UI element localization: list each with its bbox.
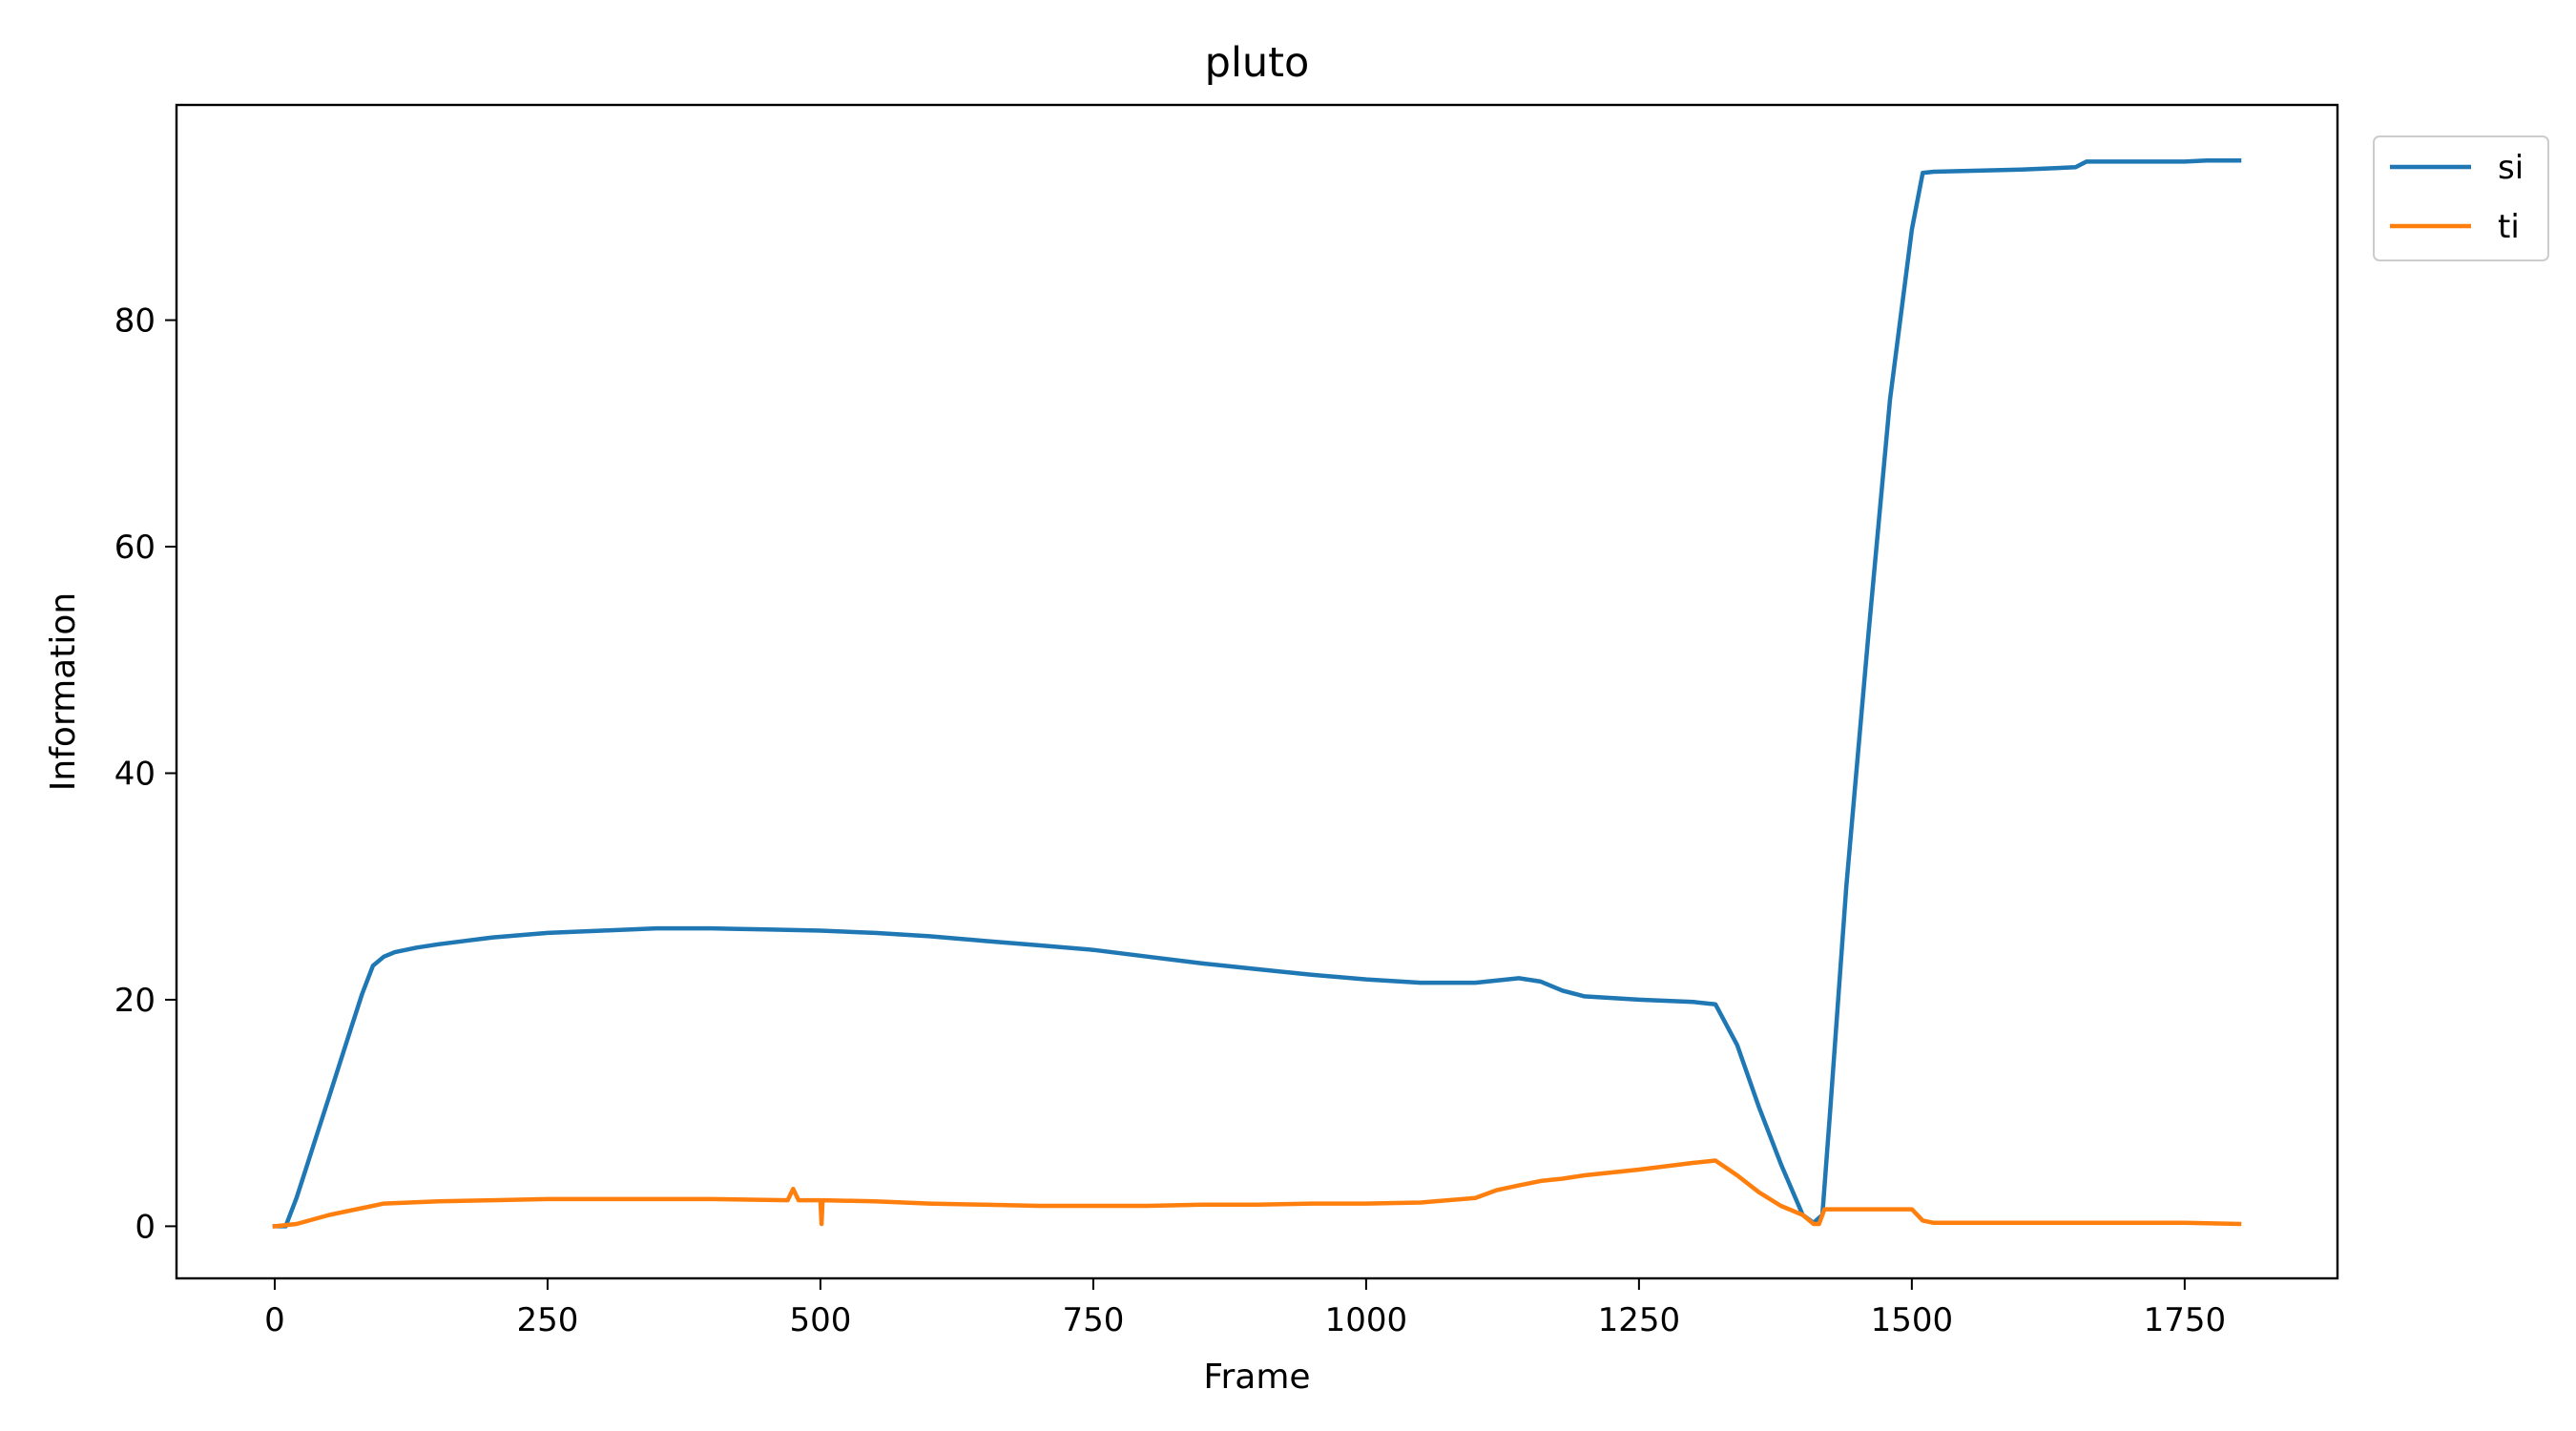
plot-frame — [175, 103, 2339, 1280]
x-tick-label: 1250 — [1598, 1301, 1681, 1339]
y-tick-label: 80 — [114, 302, 156, 341]
chart-title: pluto — [1205, 39, 1310, 87]
y-tick-label: 60 — [114, 529, 156, 567]
x-tick-label: 1000 — [1325, 1301, 1408, 1339]
x-tick-label: 0 — [264, 1301, 285, 1339]
x-tick-label: 750 — [1062, 1301, 1124, 1339]
legend-label-si: si — [2498, 149, 2524, 187]
y-tick-label: 0 — [135, 1208, 156, 1246]
x-tick-label: 1500 — [1871, 1301, 1954, 1339]
y-tick-label: 20 — [114, 982, 156, 1020]
x-tick-label: 500 — [789, 1301, 851, 1339]
plot-area — [175, 103, 2339, 1280]
legend: si ti — [2373, 135, 2549, 261]
y-axis-label: Information — [44, 592, 83, 791]
x-tick-label: 1750 — [2144, 1301, 2227, 1339]
y-axis-ticks: 0 20 40 60 80 — [114, 302, 177, 1246]
x-axis-ticks: 0 250 500 750 1000 1250 1500 1750 — [264, 1278, 2226, 1339]
y-tick-label: 40 — [114, 755, 156, 793]
x-tick-label: 250 — [516, 1301, 578, 1339]
series-line-si — [272, 157, 2242, 1229]
x-axis-label: Frame — [1203, 1358, 1310, 1397]
legend-label-ti: ti — [2498, 208, 2520, 246]
series-line-ti — [272, 1158, 2242, 1229]
